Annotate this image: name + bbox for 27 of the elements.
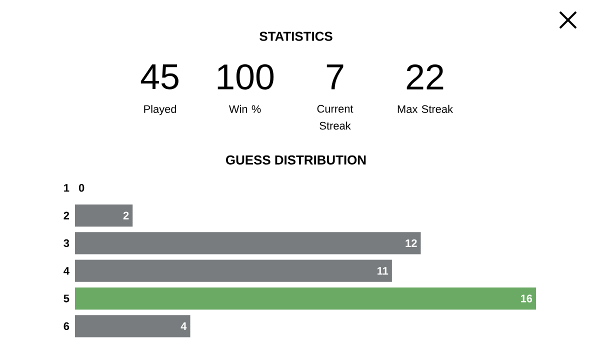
y-tick-label: 5: [64, 294, 70, 302]
y-tick-label: 3: [64, 239, 70, 248]
text: Current Streak: [317, 104, 354, 130]
data-label: 4: [180, 322, 187, 330]
y-tick-label: 1: [64, 184, 70, 192]
y-tick-label: 6: [64, 322, 70, 330]
text: Win %: [228, 104, 261, 113]
bar: [75, 287, 536, 310]
text: Max Streak: [398, 104, 454, 113]
text: Played: [144, 104, 176, 116]
bar: [75, 315, 190, 338]
bar: [75, 260, 392, 282]
text: STATISTICS: [260, 32, 332, 41]
data-label: 16: [520, 294, 532, 302]
data-label: 0: [78, 184, 84, 192]
text: 7: [326, 64, 344, 90]
data-label: 2: [123, 212, 129, 220]
bar: [75, 232, 421, 254]
data-label: 11: [378, 267, 388, 275]
y-tick-label: 4: [64, 267, 70, 275]
text: 22: [406, 64, 444, 90]
y-tick-label: 2: [64, 212, 70, 220]
text: 100: [218, 64, 274, 90]
data-label: 12: [406, 239, 417, 247]
chart-title: GUESS DISTRIBUTION: [226, 155, 366, 165]
text: 45: [140, 64, 178, 90]
bar: [75, 204, 133, 227]
